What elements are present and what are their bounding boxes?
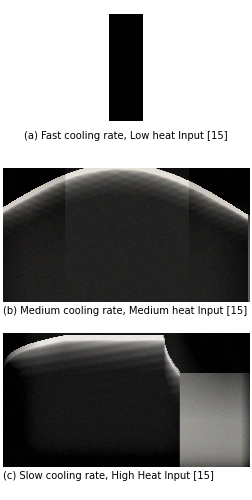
Bar [109, 14, 143, 122]
Text: (b) Medium cooling rate, Medium heat Input [15]: (b) Medium cooling rate, Medium heat Inp… [3, 306, 247, 316]
Text: (a) Fast cooling rate, Low heat Input [15]: (a) Fast cooling rate, Low heat Input [1… [24, 131, 228, 141]
Text: (c) Slow cooling rate, High Heat Input [15]: (c) Slow cooling rate, High Heat Input [… [3, 471, 213, 481]
